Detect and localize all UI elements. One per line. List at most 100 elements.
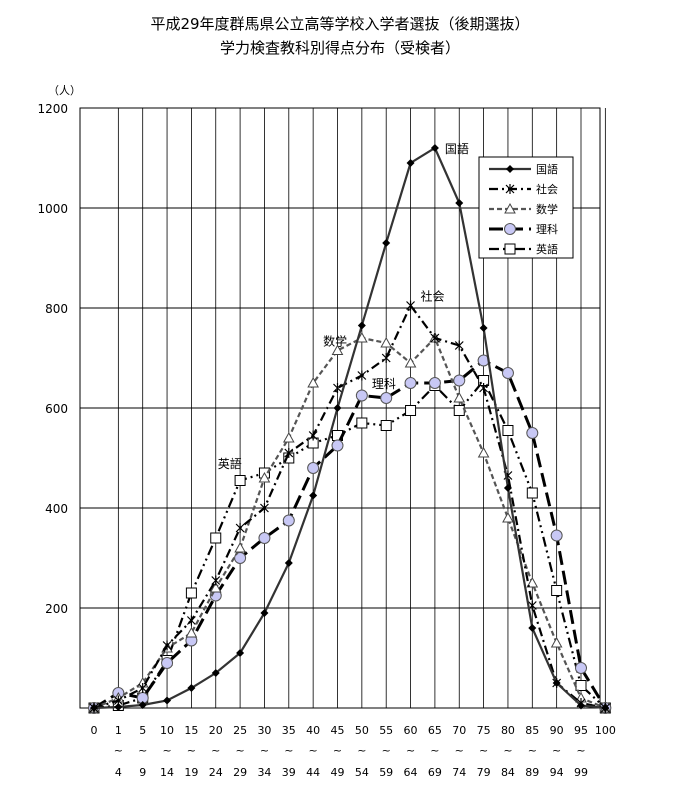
x-tick-separator: ~ [114,744,123,757]
data-point-square [575,680,587,691]
x-tick-separator: ~ [260,744,269,757]
series-annotation: 数学 [323,334,347,349]
data-point-diamond [114,703,123,711]
legend-item: 国語 [489,162,558,176]
data-point-triangle [209,581,222,593]
x-tick-label-upper: 29 [233,766,247,779]
data-point-diamond [357,321,366,330]
series-line [93,378,607,710]
data-point-diamond [260,609,269,617]
data-point-diamond [333,404,342,412]
data-point-circle [504,223,516,235]
data-point-star [284,448,294,458]
y-tick-label: 200 [45,602,68,616]
series-理科 [88,354,612,714]
chart-title-line1: 平成29年度群馬県公立高等学校入学者選抜（後期選抜） [150,15,530,33]
x-tick-separator: ~ [455,744,464,757]
series-annotation: 英語 [218,456,242,471]
data-point-star [406,300,415,311]
data-point-square [380,420,392,431]
x-tick-label-upper: 44 [306,766,320,779]
data-point-circle [331,439,344,452]
x-tick-separator: ~ [138,744,147,757]
data-point-star [505,184,515,194]
data-point-triangle [258,471,271,483]
legend-box [478,156,574,259]
x-tick-label: 40 [306,724,320,737]
data-point-circle [404,377,417,389]
data-point-diamond [138,701,147,709]
x-tick-separator: ~ [382,744,391,757]
x-tick-label: 65 [428,724,442,737]
x-tick-label-upper: 89 [525,766,539,779]
x-tick-label: 35 [282,724,296,737]
y-tick-label: 800 [45,302,68,316]
x-tick-separator: ~ [576,744,585,757]
x-tick-label: 20 [209,724,223,737]
x-tick-separator: ~ [406,744,415,757]
x-tick-label: 45 [331,724,345,737]
data-point-circle [550,529,563,542]
x-tick-label: 0 [91,724,98,737]
data-point-diamond [528,624,537,632]
legend-item: 理科 [489,222,558,236]
data-point-diamond [455,199,464,207]
data-point-star [454,340,464,351]
series-annotation: 理科 [372,377,396,391]
data-point-circle [355,389,368,402]
data-point-square [210,532,222,544]
x-tick-label-upper: 99 [574,766,588,779]
data-point-square [453,405,465,416]
x-tick-label-upper: 79 [477,766,491,779]
data-point-circle [453,374,466,387]
data-point-diamond [552,679,561,687]
data-point-circle [161,657,174,669]
y-tick-label: 600 [45,402,68,416]
x-tick-separator: ~ [284,744,293,757]
data-point-star [333,383,342,393]
data-point-diamond [506,165,514,173]
data-point-diamond [284,559,293,567]
data-point-star [260,503,269,513]
x-tick-label: 50 [355,724,369,737]
data-point-diamond [430,144,439,152]
x-tick-label: 100 [595,724,616,737]
x-tick-separator: ~ [479,744,488,757]
data-point-triangle [453,391,466,403]
data-point-circle [428,377,441,389]
data-point-square [234,475,246,486]
x-tick-label-upper: 59 [379,766,393,779]
data-point-star [479,383,489,393]
x-tick-label: 30 [257,724,271,737]
x-tick-label: 55 [379,724,393,737]
data-point-star [357,370,367,381]
y-tick-label: 1000 [37,202,68,216]
data-point-circle [575,662,587,674]
x-tick-label-upper: 64 [404,766,418,779]
data-point-square [504,243,516,255]
y-tick-label: 1200 [37,102,68,116]
x-tick-label: 80 [501,724,515,737]
data-point-triangle [234,541,246,553]
data-point-triangle [380,336,393,348]
x-tick-label-upper: 9 [139,766,146,779]
data-point-star [138,683,148,693]
data-point-diamond [236,649,245,657]
data-point-triangle [477,446,490,458]
data-point-circle [258,532,271,544]
data-point-square [185,587,197,599]
series-line [93,303,606,710]
series-line [93,146,606,710]
data-point-triangle [331,344,344,355]
data-point-diamond [163,696,172,705]
data-point-square [551,585,563,596]
x-tick-separator: ~ [552,744,561,757]
data-point-star [235,523,245,533]
data-point-diamond [309,491,318,500]
x-tick-separator: ~ [430,744,439,757]
data-point-circle [501,367,514,379]
y-axis-unit: （人） [48,84,81,97]
x-tick-label-upper: 24 [209,766,223,779]
legend-label: 国語 [536,162,558,176]
x-tick-label-upper: 4 [115,766,122,779]
